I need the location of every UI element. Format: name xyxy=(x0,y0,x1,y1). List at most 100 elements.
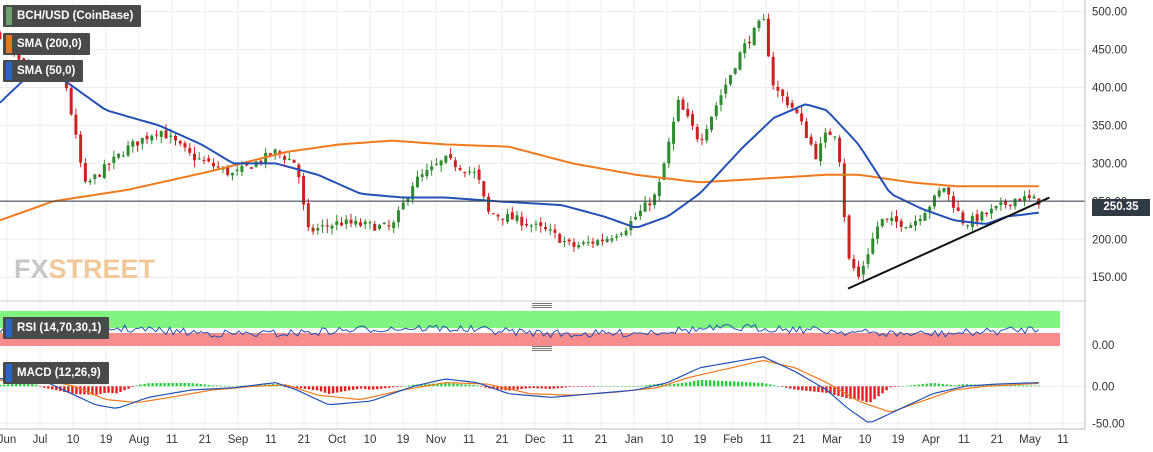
macd-signal-line xyxy=(0,359,1039,413)
candle-body xyxy=(150,135,154,141)
candle-body xyxy=(159,131,163,137)
candle-body xyxy=(951,196,955,208)
macd-pane-bg xyxy=(0,352,1085,429)
candle-body xyxy=(691,114,695,126)
macd-histogram-bar xyxy=(480,386,483,387)
macd-histogram-bar xyxy=(769,384,772,387)
macd-histogram-bar xyxy=(351,386,355,390)
candle-body xyxy=(216,166,220,168)
candle-body xyxy=(610,238,614,241)
candle-body xyxy=(155,134,159,136)
candle-body xyxy=(762,19,766,21)
macd-histogram-bar xyxy=(528,386,531,389)
macd-histogram-bar xyxy=(143,383,146,387)
x-tick-label: 11 xyxy=(463,434,475,446)
macd-histogram-bar xyxy=(1009,385,1013,387)
macd-histogram-bar xyxy=(753,382,756,387)
x-tick-label: 10 xyxy=(661,434,674,446)
candle-body xyxy=(444,155,448,163)
macd-histogram-bar xyxy=(331,386,335,394)
candle-body xyxy=(989,208,993,214)
macd-histogram-bar xyxy=(339,386,343,392)
candle-body xyxy=(183,143,187,148)
candle-body xyxy=(145,135,149,140)
pair-label[interactable]: BCH/USD (CoinBase) xyxy=(3,5,142,27)
candle-body xyxy=(539,222,543,227)
macd-histogram-bar xyxy=(869,386,872,403)
macd-histogram-bar xyxy=(584,386,587,387)
macd-histogram-bar xyxy=(596,386,600,387)
candle-body xyxy=(956,207,960,211)
candle-body xyxy=(93,174,97,179)
candle-body xyxy=(600,239,604,242)
candle-body xyxy=(605,238,609,242)
macd-histogram-bar xyxy=(1021,385,1025,387)
candle-body xyxy=(245,164,249,166)
macd-histogram-bar xyxy=(636,386,640,387)
candle-body xyxy=(496,214,500,217)
candle-body xyxy=(743,43,747,54)
rsi-swatch xyxy=(6,319,12,337)
candle-body xyxy=(501,218,505,220)
macd-histogram-bar xyxy=(885,386,888,391)
pane-splitter-2[interactable] xyxy=(0,344,1085,352)
sma50-line xyxy=(0,71,1039,229)
x-tick-label: 10 xyxy=(364,434,377,446)
x-tick-label: Jan xyxy=(625,434,644,446)
macd-histogram-bar xyxy=(107,386,110,393)
macd-histogram-bar xyxy=(359,386,363,389)
macd-histogram-bar xyxy=(696,380,700,387)
candle-body xyxy=(847,215,851,259)
sma200-label[interactable]: SMA (200,0) xyxy=(3,33,90,55)
macd-histogram-bar xyxy=(873,386,876,400)
candle-body xyxy=(842,163,846,218)
candle-body xyxy=(543,227,547,230)
macd-histogram-bar xyxy=(512,386,515,391)
candle-body xyxy=(771,56,775,86)
pane-splitter-1[interactable] xyxy=(0,301,1085,309)
rsi-pane xyxy=(0,311,1060,346)
rsi-label[interactable]: RSI (14,70,30,1) xyxy=(3,317,110,339)
macd-histogram-bar xyxy=(909,385,912,387)
x-tick-label: 19 xyxy=(100,434,113,446)
macd-histogram-bar xyxy=(616,386,620,387)
sma200-swatch xyxy=(6,35,12,53)
x-tick-label: Dec xyxy=(525,434,546,446)
macd-histogram-bar xyxy=(576,386,579,387)
macd-histogram-bar xyxy=(43,386,46,388)
y-tick-label: 300.00 xyxy=(1092,158,1127,170)
macd-histogram-bar xyxy=(540,386,543,389)
macd-histogram-bar xyxy=(376,386,379,390)
macd-histogram-bar xyxy=(817,386,820,393)
candle-body xyxy=(112,156,116,164)
candle-body xyxy=(140,137,144,144)
macd-histogram-bar xyxy=(949,384,952,387)
macd-histogram-bar xyxy=(460,384,463,387)
macd-histogram-bar xyxy=(905,385,908,387)
macd-histogram-bar xyxy=(347,386,351,391)
macd-histogram-bar xyxy=(648,384,652,387)
x-tick-label: 21 xyxy=(991,434,1004,446)
macd-histogram-bar xyxy=(299,386,303,389)
candle-body xyxy=(368,222,372,224)
candle-body xyxy=(657,182,661,196)
candle-body xyxy=(548,229,552,231)
sma50-label[interactable]: SMA (50,0) xyxy=(3,60,84,82)
macd-histogram-bar xyxy=(580,386,583,387)
rsi-overbought-zone xyxy=(0,311,1060,328)
candle-body xyxy=(335,221,339,225)
macd-histogram-bar xyxy=(785,386,788,388)
macd-histogram-bar xyxy=(640,385,644,387)
macd-histogram-bar xyxy=(692,381,696,387)
macd-histogram-bar xyxy=(708,380,712,387)
macd-label[interactable]: MACD (12,26,9) xyxy=(3,362,109,384)
macd-histogram-bar xyxy=(476,385,479,387)
candle-body xyxy=(107,163,111,165)
macd-histogram-bar xyxy=(500,386,503,390)
macd-histogram-bar xyxy=(929,383,932,387)
candle-body xyxy=(487,196,491,212)
candle-body xyxy=(117,153,121,158)
macd-histogram-bar xyxy=(452,383,455,387)
rsi-label-text: RSI (14,70,30,1) xyxy=(17,322,102,334)
macd-histogram-bar xyxy=(127,386,130,389)
